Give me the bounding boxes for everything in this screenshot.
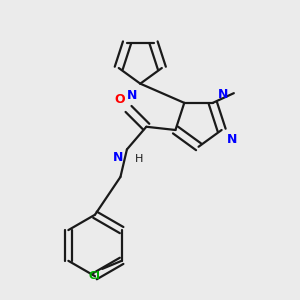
Text: N: N [127, 88, 137, 101]
Text: H: H [135, 154, 143, 164]
Text: N: N [226, 133, 237, 146]
Text: O: O [115, 93, 125, 106]
Text: N: N [218, 88, 228, 101]
Text: Cl: Cl [89, 271, 100, 281]
Text: N: N [113, 151, 124, 164]
